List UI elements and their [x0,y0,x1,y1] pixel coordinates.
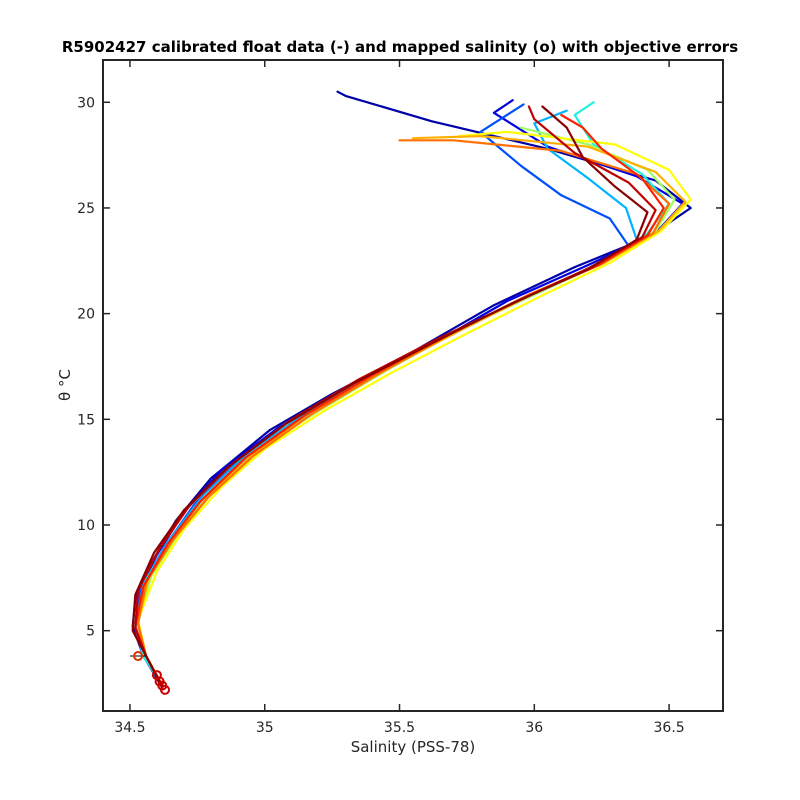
x-tick-label-4: 36 [525,720,543,736]
profile-line-5 [134,101,671,687]
y-axis-label: θ °C [56,369,74,401]
profile-line-9 [136,139,671,687]
mapped-point-1 [133,651,144,662]
y-tick-label-5: 25 [77,201,95,217]
y-axis: 5 10 15 20 25 30 [77,95,723,640]
y-tick-label-4: 20 [77,307,95,323]
profile-line-7 [136,130,692,687]
profile-line-3 [134,103,630,687]
plot-frame [102,59,724,712]
y-tick-label-2: 10 [77,518,95,534]
x-axis: 34.5 35 35.5 36 36.5 [114,60,685,736]
plot-area [102,59,724,712]
x-tick-label-5: 36.5 [654,720,685,736]
y-tick-label-6: 30 [77,95,95,111]
y-tick-label-3: 15 [77,412,95,428]
profile-line-12 [131,105,649,689]
mapped-salinity-points [129,651,170,695]
chart-title: R5902427 calibrated float data (-) and m… [62,38,738,56]
profile-line-1 [131,90,692,689]
profile-line-10 [134,113,665,687]
y-tick-label-1: 5 [86,624,95,640]
profile-lines [131,90,692,689]
x-axis-label: Salinity (PSS-78) [351,738,476,756]
profile-line-11 [134,105,657,687]
x-tick-label-2: 35 [256,720,274,736]
mapped-point-5 [160,684,170,695]
x-tick-label-1: 34.5 [114,720,145,736]
profile-line-4 [134,109,638,687]
profile-line-8 [136,135,687,687]
x-tick-label-3: 35.5 [384,720,415,736]
